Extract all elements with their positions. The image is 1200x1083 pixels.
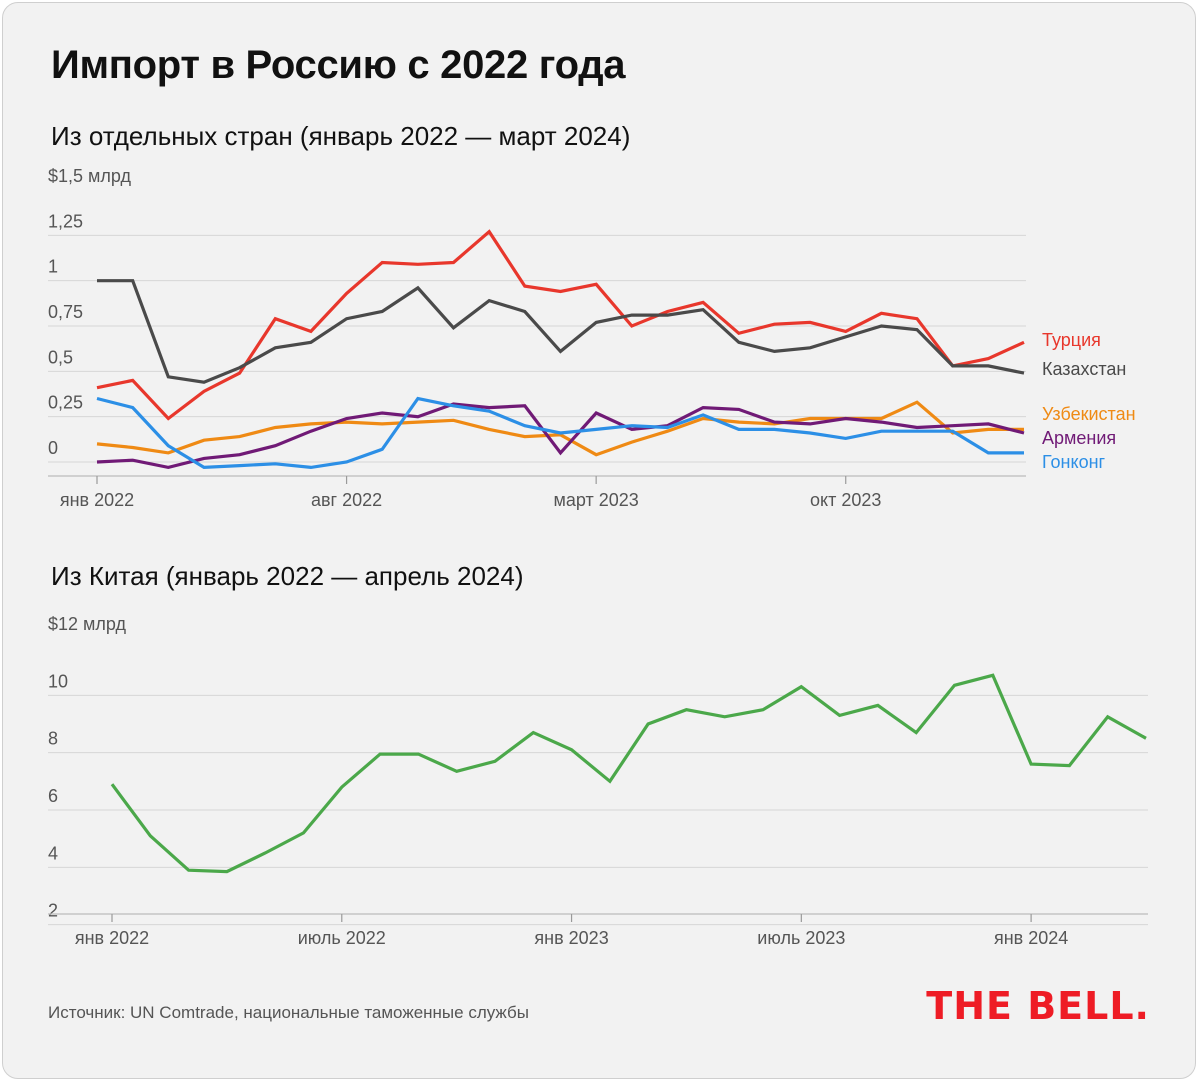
x-tick-label: янв 2024 [994, 928, 1068, 948]
x-tick-label: июль 2022 [298, 928, 386, 948]
y-tick-label: 6 [48, 786, 58, 806]
series-label: Гонконг [1042, 452, 1106, 472]
series-label: Казахстан [1042, 359, 1126, 379]
series-line [110, 673, 1147, 874]
x-tick-label: янв 2022 [60, 490, 134, 510]
y-tick-label: 2 [48, 901, 58, 921]
y-tick-label: 8 [48, 729, 58, 749]
x-tick-label: март 2023 [554, 490, 639, 510]
x-tick-label: авг 2022 [311, 490, 382, 510]
y-tick-label: 1,25 [48, 211, 83, 231]
series-label: Турция [1042, 330, 1101, 350]
series-line [96, 400, 1024, 457]
chart1-subtitle: Из отдельных стран (январь 2022 — март 2… [51, 121, 631, 151]
series-line [96, 229, 1025, 421]
y-tick-label: 4 [48, 843, 58, 863]
series-line [97, 279, 1025, 384]
y-tick-label: $12 млрд [48, 614, 127, 634]
chart2-subtitle: Из Китая (январь 2022 — апрель 2024) [51, 561, 524, 591]
y-tick-label: 0 [48, 438, 58, 458]
series-line [96, 396, 1024, 470]
y-tick-label: 10 [48, 671, 68, 691]
china-line-chart: 2 4 6 8 10 $12 млрд янв 2022 июль 2022 янв 2023 и… [48, 614, 1148, 948]
the-bell-logo: THE BELL. [926, 984, 1150, 1028]
x-tick-label: окт 2023 [810, 490, 881, 510]
y-tick-label: 1 [48, 257, 58, 277]
source-note: Источник: UN Comtrade, национальные тамо… [48, 1003, 529, 1022]
page-title: Импорт в Россию с 2022 года [51, 43, 626, 87]
x-tick-label: янв 2022 [75, 928, 149, 948]
y-tick-label: 0,75 [48, 302, 83, 322]
x-tick-label: янв 2023 [534, 928, 608, 948]
series-label: Армения [1042, 428, 1116, 448]
series-label: Узбекистан [1042, 404, 1136, 424]
x-tick-label: июль 2023 [757, 928, 845, 948]
y-tick-label: 0,25 [48, 393, 83, 413]
series-line [96, 402, 1025, 470]
y-tick-label: $1,5 млрд [48, 166, 132, 186]
y-tick-label: 0,5 [48, 347, 73, 367]
countries-line-chart: 0 0,25 0,5 0,75 1 1,25 $1,5 млрд янв 2022 авг 20… [48, 166, 1136, 510]
